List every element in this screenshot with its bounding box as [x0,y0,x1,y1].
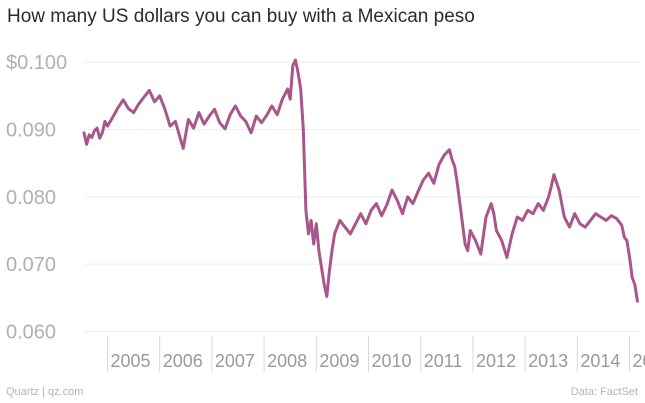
x-tick-label: 2012 [476,351,516,371]
y-tick-label: 0.060 [6,322,56,344]
x-tick-label: 2010 [372,351,412,371]
y-tick-label: 0.090 [6,119,56,141]
y-tick-label: 0.070 [6,254,56,276]
source-credit: Quartz | qz.com [6,386,84,398]
series-line [82,58,639,303]
x-tick-label: 2015 [633,351,645,371]
x-tick-label: 2005 [110,351,150,371]
x-tick-label: 2011 [424,351,463,371]
x-tick-label: 2006 [163,351,203,371]
x-tick-label: 2008 [267,351,307,371]
x-tick-label: 2009 [319,351,359,371]
y-axis-tick-labels: 0.060 0.070 0.080 0.090 $0.100 [6,52,67,343]
data-source: Data: FactSet [570,386,638,398]
series-group [82,58,639,303]
x-tick-label: 2007 [215,351,255,371]
chart-title: How many US dollars you can buy with a M… [7,6,475,27]
y-tick-label: $0.100 [6,52,67,74]
y-tick-label: 0.080 [6,187,56,209]
x-tick-label: 2013 [528,351,568,371]
x-tick-label: 2014 [580,351,620,371]
gridlines [84,61,640,333]
x-ticks: 2005 2006 2007 2008 2009 2010 2011 2012 2013 2014… [106,336,645,372]
